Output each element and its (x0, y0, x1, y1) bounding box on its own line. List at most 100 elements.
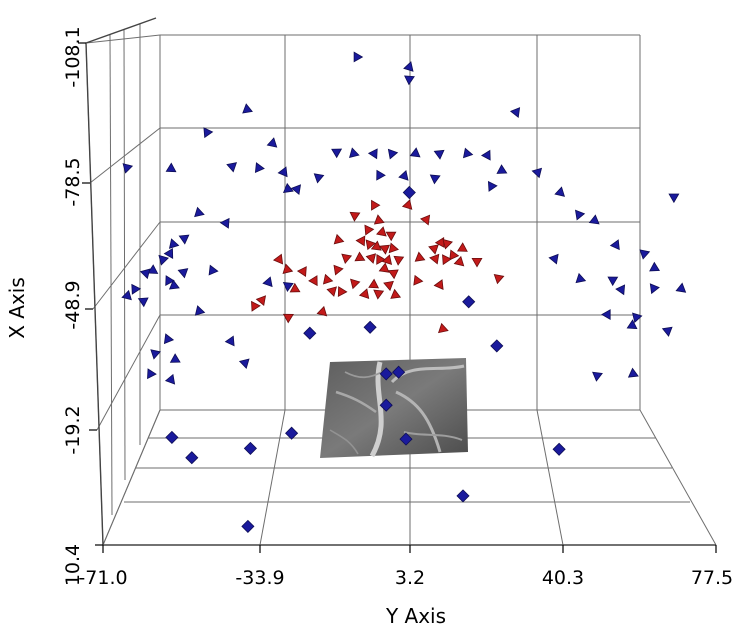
triangle-marker-s1-46 (337, 286, 348, 297)
triangle-marker-s1-4 (420, 214, 431, 226)
triangle-marker-s0-62 (626, 319, 638, 330)
triangle-marker-s0-70 (164, 373, 176, 385)
triangle-marker-s1-6 (376, 226, 387, 237)
triangle-marker-s1-28 (442, 254, 452, 266)
x-axis-ticks (102, 545, 717, 553)
triangle-marker-s1-39 (368, 278, 380, 289)
triangle-marker-s0-0 (353, 51, 364, 63)
triangle-marker-s0-32 (219, 217, 230, 229)
diamond-marker-s2-4 (490, 339, 504, 353)
triangle-marker-s0-3 (242, 103, 253, 114)
triangle-marker-s0-17 (226, 162, 238, 173)
triangle-marker-s0-64 (163, 333, 175, 345)
triangle-marker-s0-54 (575, 272, 587, 284)
triangle-marker-s0-28 (487, 180, 498, 192)
triangle-marker-s1-21 (354, 251, 366, 262)
triangle-marker-s1-30 (471, 257, 483, 268)
triangle-marker-s1-8 (333, 233, 345, 245)
triangle-marker-s0-68 (238, 358, 250, 369)
diamond-marker-s2-3 (363, 320, 377, 334)
triangle-marker-s1-20 (341, 253, 353, 264)
triangle-marker-s0-19 (277, 166, 288, 178)
triangle-marker-s1-31 (282, 263, 294, 274)
triangle-marker-s1-17 (428, 244, 439, 255)
triangle-marker-s0-48 (282, 282, 294, 292)
triangle-marker-s0-37 (163, 247, 174, 259)
triangle-marker-s1-45 (326, 286, 337, 297)
diamond-marker-s2-15 (241, 519, 255, 533)
triangle-marker-s1-53 (282, 313, 294, 324)
triangle-marker-s1-12 (379, 244, 391, 255)
triangle-marker-s1-38 (350, 278, 361, 290)
diamond-marker-s2-13 (552, 442, 566, 456)
triangle-marker-s0-43 (639, 249, 651, 260)
diamond-marker-s2-7 (379, 398, 393, 412)
triangle-marker-s1-2 (349, 211, 361, 222)
triangle-marker-s0-8 (349, 147, 360, 158)
axis-frame (85, 17, 716, 546)
triangle-marker-s1-3 (373, 214, 385, 225)
triangle-marker-s0-41 (208, 264, 219, 276)
triangle-marker-s0-57 (675, 282, 687, 293)
triangle-marker-s0-52 (121, 289, 132, 301)
diamond-marker-s2-6 (392, 365, 406, 379)
triangle-marker-s1-50 (255, 295, 267, 307)
diamond-marker-s2-11 (399, 432, 413, 446)
y-tick-label: -48.9 (62, 280, 84, 329)
y-tick-label: -78.5 (62, 157, 84, 206)
triangle-marker-s0-4 (510, 107, 521, 118)
left-wall-grid (85, 24, 161, 546)
diamond-marker-s2-14 (456, 489, 470, 503)
triangle-marker-s1-49 (390, 288, 402, 299)
triangle-marker-s0-7 (331, 148, 343, 159)
triangle-marker-s1-32 (296, 266, 307, 278)
triangle-marker-s0-69 (147, 368, 157, 380)
x-tick-label: 3.2 (395, 567, 425, 589)
x-tick-label: -71.0 (78, 567, 127, 589)
triangle-marker-s1-48 (373, 289, 385, 300)
triangle-marker-s0-35 (178, 234, 190, 245)
data-markers (121, 51, 687, 533)
triangle-marker-s0-27 (290, 184, 302, 196)
y-tick-label: -108.1 (62, 26, 84, 87)
diamond-marker-s2-2 (303, 326, 317, 340)
triangle-marker-s1-47 (358, 288, 370, 300)
triangle-marker-s1-36 (322, 273, 334, 285)
triangle-marker-s0-12 (433, 149, 445, 160)
diamond-marker-s2-1 (462, 295, 476, 309)
triangle-marker-s0-13 (462, 147, 474, 159)
triangle-marker-s0-31 (194, 206, 205, 218)
triangle-marker-s0-16 (165, 162, 177, 173)
triangle-marker-s0-38 (158, 254, 169, 266)
triangle-marker-s1-40 (383, 280, 394, 292)
triangle-marker-s0-53 (607, 276, 619, 287)
triangle-marker-s1-11 (370, 240, 382, 251)
triangle-marker-s0-20 (313, 173, 325, 184)
triangle-marker-s1-1 (401, 199, 413, 210)
diamond-marker-s2-0 (402, 185, 416, 200)
triangle-marker-s0-65 (224, 335, 235, 347)
triangle-marker-s0-11 (409, 147, 421, 158)
diamond-marker-s2-12 (185, 451, 199, 465)
triangle-marker-s1-23 (376, 254, 386, 265)
triangle-marker-s0-56 (649, 283, 660, 295)
triangle-marker-s1-34 (378, 262, 390, 273)
x-tick-labels: -71.0 -33.9 3.2 40.3 77.5 (78, 567, 733, 589)
triangle-marker-s0-5 (203, 127, 214, 139)
triangle-marker-s0-9 (367, 148, 378, 160)
triangle-marker-s0-45 (139, 268, 151, 280)
triangle-marker-s1-18 (449, 249, 460, 261)
triangle-marker-s0-6 (266, 137, 278, 148)
triangle-marker-s0-66 (150, 349, 161, 360)
triangle-marker-s1-43 (493, 273, 505, 285)
diamond-marker-s2-9 (285, 426, 299, 440)
triangle-marker-s1-5 (364, 224, 375, 236)
triangle-marker-s1-51 (251, 300, 261, 312)
triangle-marker-s1-7 (385, 231, 397, 242)
triangle-marker-s0-23 (376, 169, 386, 181)
triangle-marker-s0-33 (574, 209, 586, 221)
triangle-marker-s0-58 (137, 297, 149, 308)
triangle-marker-s0-21 (496, 164, 508, 174)
triangle-marker-s0-22 (531, 167, 543, 179)
triangle-marker-s0-55 (615, 284, 626, 296)
